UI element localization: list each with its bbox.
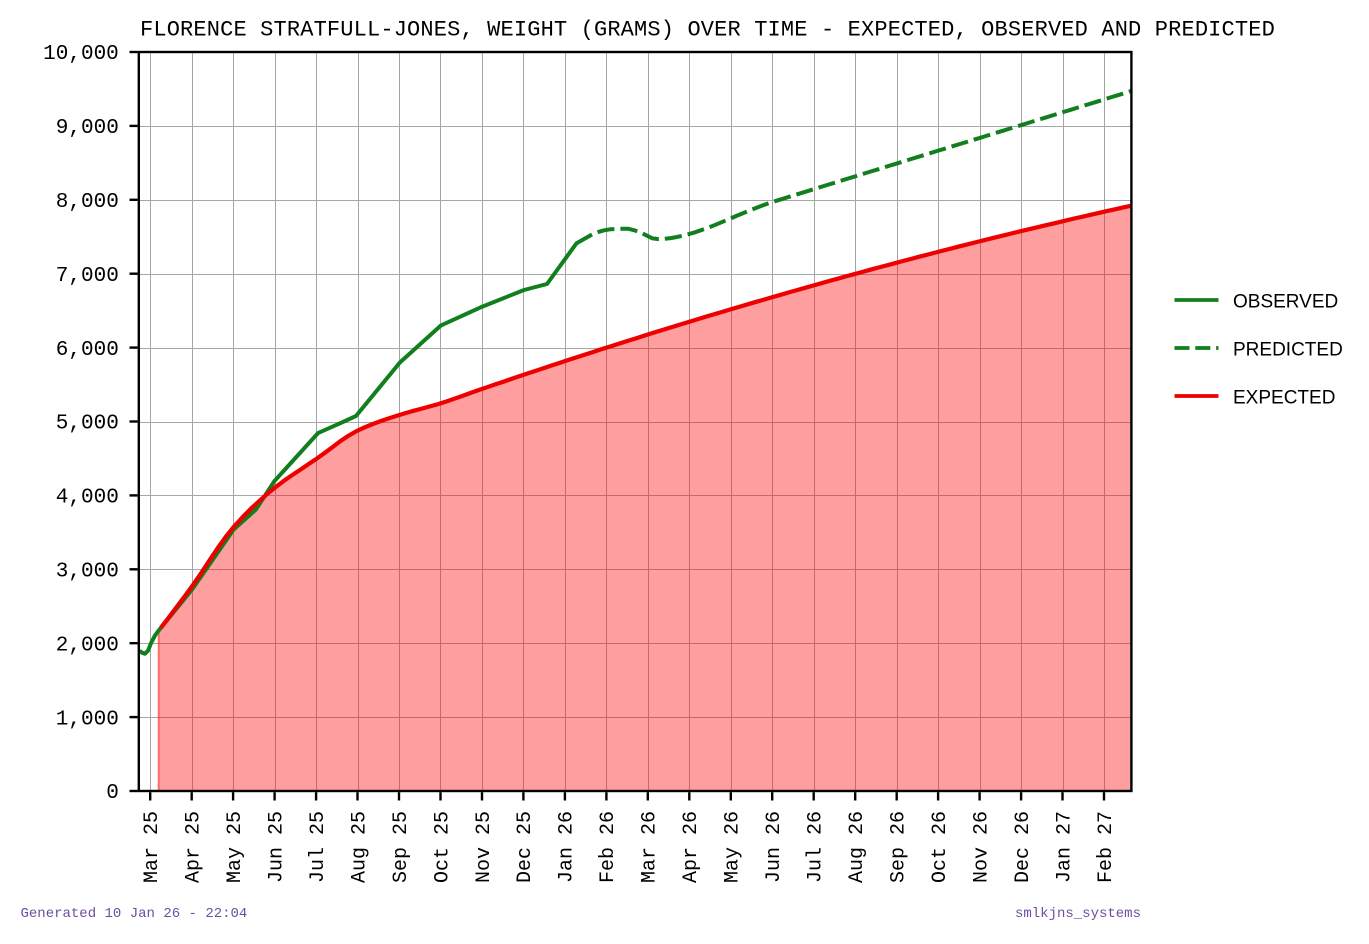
svg-text:0: 0 (106, 782, 119, 805)
svg-text:Apr 26: Apr 26 (680, 811, 703, 883)
svg-text:OBSERVED: OBSERVED (1233, 291, 1338, 312)
svg-text:Oct 26: Oct 26 (929, 811, 952, 883)
svg-text:Sep 26: Sep 26 (888, 811, 911, 883)
svg-text:Apr 25: Apr 25 (183, 811, 206, 883)
svg-text:smlkjns_systems: smlkjns_systems (1015, 906, 1141, 922)
svg-text:2,000: 2,000 (56, 634, 119, 657)
svg-text:Jul 25: Jul 25 (307, 811, 330, 883)
svg-text:Nov 25: Nov 25 (473, 811, 496, 883)
svg-text:Jun 26: Jun 26 (763, 811, 786, 883)
svg-text:Dec 26: Dec 26 (1012, 811, 1035, 883)
svg-text:EXPECTED: EXPECTED (1233, 387, 1335, 408)
svg-text:Mar 25: Mar 25 (141, 811, 164, 883)
svg-text:3,000: 3,000 (56, 561, 119, 584)
svg-text:Feb 26: Feb 26 (597, 811, 620, 883)
svg-text:Mar 26: Mar 26 (639, 811, 662, 883)
svg-text:Jul 26: Jul 26 (805, 811, 828, 883)
svg-text:Sep 25: Sep 25 (390, 811, 413, 883)
svg-text:Oct 25: Oct 25 (431, 811, 454, 883)
svg-text:Aug 26: Aug 26 (846, 811, 869, 883)
svg-text:May 26: May 26 (722, 811, 745, 883)
svg-text:Jun 25: Jun 25 (265, 811, 288, 883)
svg-text:4,000: 4,000 (56, 487, 119, 510)
svg-text:Feb 27: Feb 27 (1095, 811, 1118, 883)
svg-text:Jan 26: Jan 26 (556, 811, 579, 883)
svg-text:6,000: 6,000 (56, 339, 119, 362)
svg-text:Nov 26: Nov 26 (970, 811, 993, 883)
svg-text:Aug 25: Aug 25 (348, 811, 371, 883)
svg-text:Generated 10 Jan 26 - 22:04: Generated 10 Jan 26 - 22:04 (21, 906, 248, 922)
svg-text:Jan 27: Jan 27 (1053, 811, 1076, 883)
svg-text:8,000: 8,000 (56, 191, 119, 214)
svg-text:PREDICTED: PREDICTED (1233, 339, 1343, 360)
svg-text:9,000: 9,000 (56, 117, 119, 140)
svg-text:1,000: 1,000 (56, 708, 119, 731)
svg-text:Dec 25: Dec 25 (514, 811, 537, 883)
svg-text:7,000: 7,000 (56, 265, 119, 288)
svg-text:FLORENCE STRATFULL-JONES, WEIG: FLORENCE STRATFULL-JONES, WEIGHT (GRAMS)… (140, 18, 1275, 43)
svg-text:May 25: May 25 (224, 811, 247, 883)
svg-text:5,000: 5,000 (56, 413, 119, 436)
svg-text:10,000: 10,000 (43, 43, 119, 66)
